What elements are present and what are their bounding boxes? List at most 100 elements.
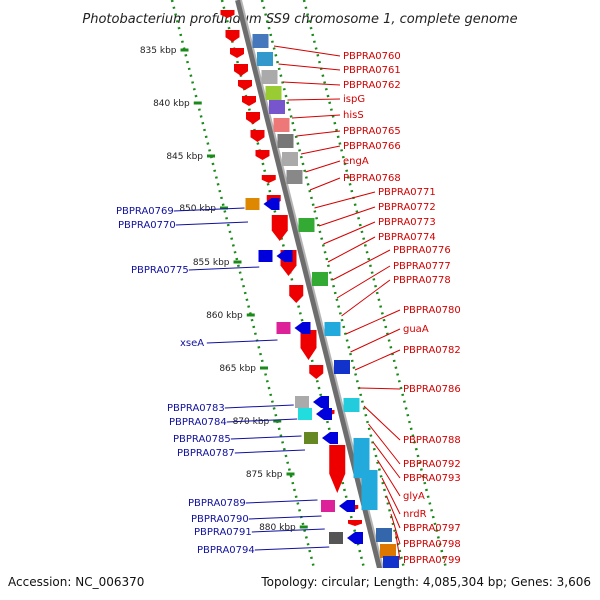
forward-leader-line bbox=[372, 441, 401, 479]
forward-leader-line bbox=[350, 328, 401, 353]
forward-gene-label: PBPRA0799 bbox=[403, 555, 461, 566]
forward-gene-label: PBPRA0766 bbox=[343, 141, 401, 152]
forward-gene-label: PBPRA0782 bbox=[403, 345, 461, 356]
reverse-gene-block bbox=[276, 322, 291, 334]
gene-block bbox=[312, 272, 328, 286]
forward-gene-label: PBPRA0780 bbox=[403, 305, 461, 316]
forward-leader-line bbox=[318, 206, 376, 227]
forward-leader-line bbox=[390, 513, 401, 545]
forward-gene-arrow bbox=[230, 48, 244, 58]
forward-gene-arrow bbox=[246, 112, 260, 124]
reverse-leader-line bbox=[248, 515, 322, 520]
gene-block bbox=[324, 322, 341, 336]
reverse-gene-block bbox=[258, 250, 273, 262]
forward-gene-arrow bbox=[255, 150, 270, 160]
ruler-line-outer-left bbox=[170, 0, 324, 600]
forward-gene-label: PBPRA0778 bbox=[393, 275, 451, 286]
forward-leader-line bbox=[345, 309, 401, 335]
forward-gene-label: ispG bbox=[343, 94, 365, 105]
reverse-gene-label: PBPRA0784 bbox=[169, 417, 227, 428]
forward-gene-label: PBPRA0776 bbox=[393, 245, 451, 256]
reverse-leader-line bbox=[230, 435, 302, 440]
reverse-gene-label: PBPRA0789 bbox=[188, 498, 246, 509]
reverse-leader-line bbox=[245, 499, 318, 504]
forward-leader-line bbox=[327, 236, 376, 263]
gene-block bbox=[353, 438, 370, 478]
forward-gene-label: nrdR bbox=[403, 509, 427, 520]
forward-gene-label: PBPRA0761 bbox=[343, 65, 401, 76]
reverse-gene-arrow bbox=[276, 250, 293, 262]
reverse-leader-line bbox=[175, 221, 249, 226]
forward-leader-line bbox=[377, 459, 401, 497]
scale-label: 850 kbp bbox=[179, 204, 216, 214]
forward-leader-line bbox=[332, 249, 391, 281]
forward-gene-label: PBPRA0762 bbox=[343, 80, 401, 91]
reverse-leader-line bbox=[254, 546, 330, 551]
forward-gene-label: engA bbox=[343, 156, 369, 167]
gene-block bbox=[273, 118, 290, 132]
forward-gene-arrow bbox=[242, 96, 256, 106]
reverse-gene-label: PBPRA0790 bbox=[191, 514, 249, 525]
reverse-gene-arrow bbox=[316, 408, 332, 420]
forward-gene-arrow bbox=[220, 10, 235, 18]
forward-gene-label: PBPRA0798 bbox=[403, 539, 461, 550]
reverse-gene-label: PBPRA0769 bbox=[116, 206, 174, 217]
forward-gene-arrow bbox=[289, 285, 304, 303]
forward-gene-arrow bbox=[300, 330, 317, 360]
forward-gene-label: PBPRA0774 bbox=[378, 232, 436, 243]
scale-label: 855 kbp bbox=[193, 258, 230, 268]
forward-gene-arrow bbox=[250, 130, 265, 142]
forward-leader-line bbox=[278, 63, 341, 71]
gene-block bbox=[252, 34, 269, 48]
reverse-gene-block bbox=[321, 500, 335, 512]
gene-block bbox=[383, 556, 399, 570]
forward-leader-line bbox=[309, 177, 341, 191]
gene-features bbox=[220, 10, 399, 570]
forward-leader-line bbox=[296, 130, 341, 137]
gene-block bbox=[376, 528, 392, 542]
forward-leader-line bbox=[354, 349, 401, 371]
forward-gene-arrow bbox=[348, 520, 362, 526]
accession-text: Accession: NC_006370 bbox=[8, 575, 144, 589]
reverse-leader-line bbox=[173, 207, 245, 212]
forward-gene-label: PBPRA0792 bbox=[403, 459, 461, 470]
ruler-line-inner-right bbox=[260, 0, 414, 600]
forward-gene-label: PBPRA0788 bbox=[403, 435, 461, 446]
forward-leader-line bbox=[273, 45, 341, 57]
topology-text: Topology: circular; Length: 4,085,304 bp… bbox=[260, 575, 591, 589]
gene-block bbox=[261, 70, 278, 84]
forward-leader-line bbox=[363, 405, 401, 441]
gene-block bbox=[257, 52, 273, 66]
reverse-gene-arrow bbox=[263, 198, 280, 210]
footer-background bbox=[0, 568, 600, 600]
forward-leader-line bbox=[386, 495, 401, 529]
scale-label: 875 kbp bbox=[246, 470, 283, 480]
forward-leader-line bbox=[341, 279, 391, 317]
gene-block bbox=[286, 170, 303, 184]
scale-label: 845 kbp bbox=[166, 152, 203, 162]
scale-label: 870 kbp bbox=[233, 417, 270, 427]
reverse-gene-block bbox=[245, 198, 260, 210]
forward-gene-arrow bbox=[261, 175, 276, 183]
forward-gene-arrow bbox=[309, 365, 324, 379]
reverse-gene-label: PBPRA0783 bbox=[167, 403, 225, 414]
forward-gene-label: PBPRA0793 bbox=[403, 473, 461, 484]
forward-gene-arrow bbox=[238, 80, 252, 90]
forward-gene-label: PBPRA0765 bbox=[343, 126, 401, 137]
reverse-gene-label: PBPRA0787 bbox=[177, 448, 235, 459]
reverse-gene-label: PBPRA0770 bbox=[118, 220, 176, 231]
reverse-leader-line bbox=[206, 339, 278, 344]
reverse-leader-line bbox=[226, 418, 298, 423]
forward-gene-label: PBPRA0797 bbox=[403, 523, 461, 534]
gene-block bbox=[282, 152, 298, 166]
forward-leader-line bbox=[395, 531, 401, 561]
reverse-gene-block bbox=[329, 532, 343, 544]
gene-block bbox=[343, 398, 360, 412]
forward-leader-line bbox=[300, 145, 341, 155]
reverse-leader-line bbox=[251, 528, 325, 533]
gene-block bbox=[269, 100, 285, 114]
forward-gene-label: glyA bbox=[403, 491, 425, 502]
forward-gene-arrow bbox=[329, 445, 346, 493]
reverse-gene-arrow bbox=[313, 396, 329, 408]
